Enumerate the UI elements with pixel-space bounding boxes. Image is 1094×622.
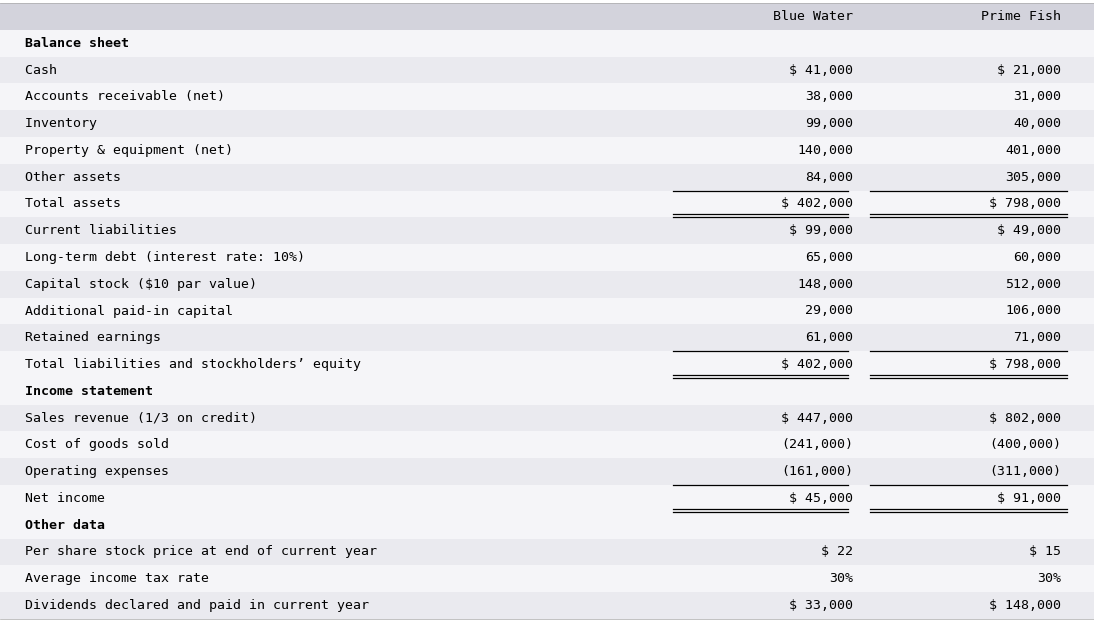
- Bar: [0, 351, 1094, 378]
- Text: Per share stock price at end of current year: Per share stock price at end of current …: [9, 545, 376, 559]
- Text: 40,000: 40,000: [1013, 117, 1061, 130]
- Text: 30%: 30%: [829, 572, 853, 585]
- Text: 30%: 30%: [1037, 572, 1061, 585]
- Text: Total assets: Total assets: [9, 197, 120, 210]
- Bar: [0, 432, 1094, 458]
- Text: $ 41,000: $ 41,000: [789, 63, 853, 77]
- Bar: [0, 30, 1094, 57]
- Text: Other data: Other data: [9, 519, 105, 532]
- Text: Other assets: Other assets: [9, 170, 120, 183]
- Text: $ 798,000: $ 798,000: [989, 197, 1061, 210]
- Text: Prime Fish: Prime Fish: [981, 10, 1061, 23]
- Bar: [0, 565, 1094, 592]
- Bar: [0, 297, 1094, 325]
- Text: 29,000: 29,000: [805, 305, 853, 317]
- Text: 99,000: 99,000: [805, 117, 853, 130]
- Text: $ 22: $ 22: [822, 545, 853, 559]
- Text: 140,000: 140,000: [798, 144, 853, 157]
- Text: $ 45,000: $ 45,000: [789, 492, 853, 505]
- Text: $ 798,000: $ 798,000: [989, 358, 1061, 371]
- Text: Long-term debt (interest rate: 10%): Long-term debt (interest rate: 10%): [9, 251, 305, 264]
- Text: Balance sheet: Balance sheet: [9, 37, 129, 50]
- Text: Dividends declared and paid in current year: Dividends declared and paid in current y…: [9, 599, 369, 612]
- Text: (400,000): (400,000): [989, 439, 1061, 452]
- Text: Cost of goods sold: Cost of goods sold: [9, 439, 168, 452]
- Text: 401,000: 401,000: [1005, 144, 1061, 157]
- Bar: [0, 405, 1094, 432]
- Bar: [0, 592, 1094, 619]
- Text: Average income tax rate: Average income tax rate: [9, 572, 209, 585]
- Text: $ 99,000: $ 99,000: [789, 224, 853, 237]
- Text: $ 33,000: $ 33,000: [789, 599, 853, 612]
- Text: $ 402,000: $ 402,000: [781, 358, 853, 371]
- Text: 71,000: 71,000: [1013, 332, 1061, 344]
- Text: Retained earnings: Retained earnings: [9, 332, 161, 344]
- Text: (311,000): (311,000): [989, 465, 1061, 478]
- Text: $ 15: $ 15: [1029, 545, 1061, 559]
- Text: Total liabilities and stockholders’ equity: Total liabilities and stockholders’ equi…: [9, 358, 361, 371]
- Text: 106,000: 106,000: [1005, 305, 1061, 317]
- Text: 61,000: 61,000: [805, 332, 853, 344]
- Bar: [0, 217, 1094, 244]
- Text: (161,000): (161,000): [781, 465, 853, 478]
- Bar: [0, 458, 1094, 485]
- Text: $ 91,000: $ 91,000: [997, 492, 1061, 505]
- Bar: [0, 3, 1094, 30]
- Text: Inventory: Inventory: [9, 117, 96, 130]
- Text: Income statement: Income statement: [9, 385, 153, 398]
- Bar: [0, 325, 1094, 351]
- Text: $ 21,000: $ 21,000: [997, 63, 1061, 77]
- Text: 512,000: 512,000: [1005, 278, 1061, 290]
- Text: Current liabilities: Current liabilities: [9, 224, 177, 237]
- Text: Accounts receivable (net): Accounts receivable (net): [9, 90, 224, 103]
- Text: Blue Water: Blue Water: [773, 10, 853, 23]
- Text: Operating expenses: Operating expenses: [9, 465, 168, 478]
- Text: 84,000: 84,000: [805, 170, 853, 183]
- Text: $ 402,000: $ 402,000: [781, 197, 853, 210]
- Bar: [0, 57, 1094, 83]
- Text: $ 148,000: $ 148,000: [989, 599, 1061, 612]
- Text: 60,000: 60,000: [1013, 251, 1061, 264]
- Text: Net income: Net income: [9, 492, 105, 505]
- Text: Cash: Cash: [9, 63, 57, 77]
- Text: $ 447,000: $ 447,000: [781, 412, 853, 425]
- Text: (241,000): (241,000): [781, 439, 853, 452]
- Text: 148,000: 148,000: [798, 278, 853, 290]
- Bar: [0, 539, 1094, 565]
- Text: 31,000: 31,000: [1013, 90, 1061, 103]
- Bar: [0, 83, 1094, 110]
- Text: 65,000: 65,000: [805, 251, 853, 264]
- Text: 305,000: 305,000: [1005, 170, 1061, 183]
- Text: $ 802,000: $ 802,000: [989, 412, 1061, 425]
- Bar: [0, 271, 1094, 297]
- Bar: [0, 164, 1094, 190]
- Bar: [0, 137, 1094, 164]
- Bar: [0, 485, 1094, 512]
- Text: 38,000: 38,000: [805, 90, 853, 103]
- Bar: [0, 512, 1094, 539]
- Bar: [0, 110, 1094, 137]
- Text: Additional paid-in capital: Additional paid-in capital: [9, 305, 233, 317]
- Text: $ 49,000: $ 49,000: [997, 224, 1061, 237]
- Bar: [0, 378, 1094, 405]
- Bar: [0, 190, 1094, 217]
- Text: Property & equipment (net): Property & equipment (net): [9, 144, 233, 157]
- Text: Capital stock ($10 par value): Capital stock ($10 par value): [9, 278, 257, 290]
- Bar: [0, 244, 1094, 271]
- Text: Sales revenue (1/3 on credit): Sales revenue (1/3 on credit): [9, 412, 257, 425]
